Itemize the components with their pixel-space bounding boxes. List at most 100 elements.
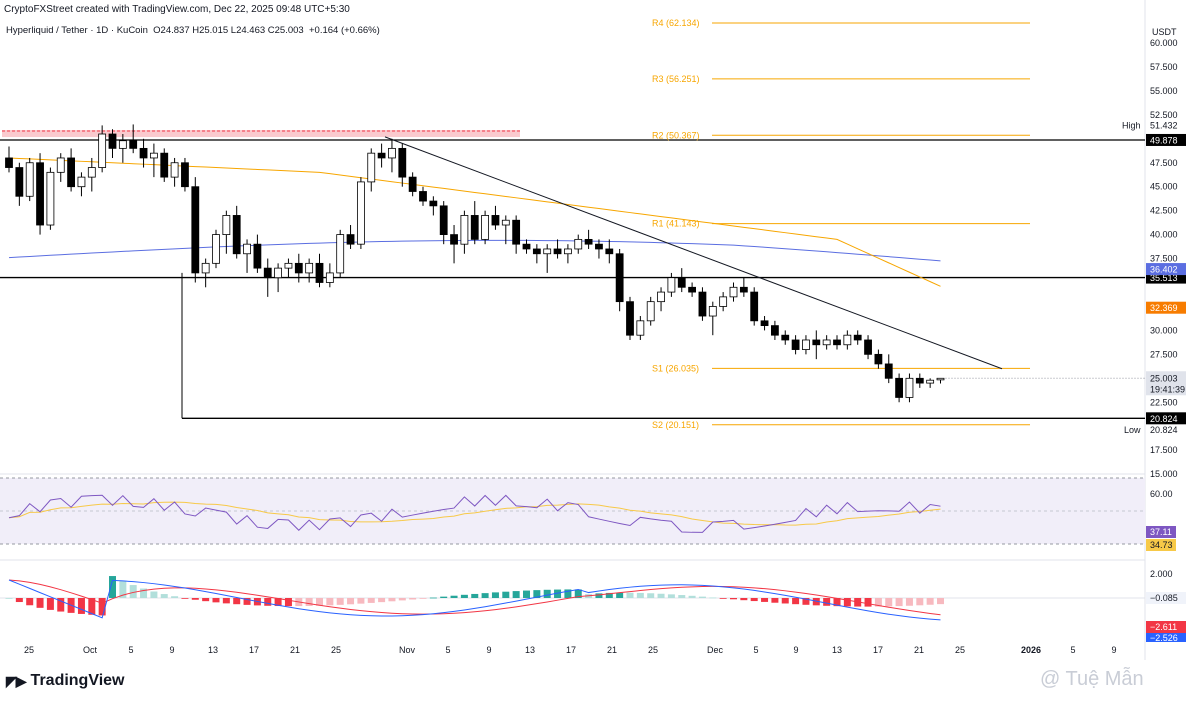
candle-body (15, 167, 24, 197)
candle-body (56, 157, 65, 173)
macd-histogram-bar (647, 593, 655, 598)
macd-histogram-bar (5, 598, 13, 599)
macd-value: −2.526 (1150, 633, 1178, 643)
candle-body (181, 162, 189, 188)
price-tag-bg (1146, 412, 1186, 425)
pivot-level-label: R2 (50.367) (652, 130, 700, 140)
macd-histogram-bar (202, 598, 210, 602)
low-label: 20.824 (1150, 425, 1178, 435)
rsi-ma-line (8, 501, 941, 526)
candle-body (646, 301, 655, 322)
candle-body (595, 243, 603, 250)
macd-histogram-bar (57, 598, 65, 612)
candle-body (160, 152, 169, 178)
candle-body (791, 339, 800, 350)
macd-histogram-bar (15, 598, 23, 603)
y-tick-label: 42.500 (1150, 206, 1178, 216)
symbol-legend[interactable]: Hyperliquid / Tether · 1D · KuCoin O24.8… (6, 25, 380, 36)
y-tick-label: 27.500 (1150, 349, 1178, 359)
macd-histogram-bar (740, 598, 748, 601)
macd-histogram-bar (864, 598, 872, 607)
macd-histogram-bar (388, 598, 396, 602)
macd-histogram-bar (491, 592, 499, 598)
macd-hist-tag-bg (1146, 592, 1186, 604)
macd-histogram-bar (719, 598, 727, 599)
macd-signal-tag-bg (1146, 621, 1186, 633)
pivot-level-label: S2 (20.151) (652, 420, 699, 430)
currency-label[interactable]: USDT (1152, 27, 1177, 37)
candle-body (481, 215, 490, 240)
macd-histogram-bar (905, 598, 913, 606)
price-change: +0.164 (+0.66%) (308, 25, 380, 36)
macd-histogram-bar (191, 598, 199, 600)
y-tick-label: 52.500 (1150, 110, 1178, 120)
macd-histogram-bar (605, 592, 613, 598)
tradingview-logo[interactable]: ◤▶ TradingView (6, 672, 125, 690)
y-tick-label: 37.500 (1150, 254, 1178, 264)
macd-histogram-bar (357, 598, 365, 604)
macd-histogram-bar (398, 598, 406, 601)
macd-histogram-bar (150, 591, 158, 598)
symbol-title[interactable]: Hyperliquid / Tether · 1D · KuCoin (6, 25, 148, 36)
macd-histogram-bar (336, 598, 344, 605)
candle-body (25, 162, 34, 197)
sma-slow-tag-bg (1146, 263, 1186, 276)
candle-body (853, 334, 862, 341)
candle-body (377, 152, 386, 159)
macd-histogram-bar (833, 598, 841, 607)
macd-signal-line (8, 579, 941, 616)
macd-histogram-bar (564, 589, 572, 598)
macd-histogram-bar (36, 598, 44, 608)
macd-histogram-bar (160, 594, 168, 598)
candle-body (574, 238, 583, 250)
x-tick-label: 5 (445, 645, 450, 655)
candle-body (439, 205, 448, 236)
macd-histogram-bar (305, 598, 313, 606)
candle-body (470, 215, 479, 240)
macd-tick: 2.000 (1150, 569, 1173, 579)
macd-histogram-bar (730, 598, 737, 600)
rsi-ma-tag-bg (1146, 539, 1176, 551)
candle-body (77, 176, 86, 188)
macd-histogram-bar (481, 593, 489, 598)
macd-histogram-bar (843, 598, 851, 607)
candle-body (419, 191, 427, 202)
candle-body (336, 234, 345, 274)
macd-histogram-bar (460, 594, 468, 598)
rsi-value: 37.11 (1150, 527, 1172, 537)
macd-histogram-bar (698, 596, 706, 598)
x-tick-label: 17 (249, 645, 259, 655)
macd-histogram-bar (616, 592, 624, 598)
candle-body (698, 291, 707, 317)
ohlc-values: O24.837 H25.015 L24.463 C25.003 (153, 25, 304, 36)
candle-body (543, 248, 552, 255)
x-tick-label: 2026 (1021, 645, 1041, 655)
candle-body (905, 377, 914, 398)
countdown-label: 19:41:39 (1150, 384, 1185, 394)
macd-histogram-bar (46, 598, 54, 610)
candle-body (729, 286, 738, 298)
rsi-line (8, 494, 941, 533)
sma-fast-tag-bg (1146, 301, 1186, 314)
candle-body (46, 171, 55, 226)
candle-body (346, 234, 355, 245)
pivot-level-label: R4 (62.134) (652, 18, 700, 28)
macd-line (8, 579, 941, 621)
macd-signal-value: −2.611 (1150, 622, 1177, 632)
x-tick-label: 25 (955, 645, 965, 655)
candle-body (564, 248, 572, 255)
macd-hist-value: −0.085 (1150, 593, 1178, 603)
candle-body (812, 339, 821, 346)
macd-histogram-bar (181, 598, 189, 599)
macd-histogram-bar (409, 598, 417, 600)
y-tick-label: 57.500 (1150, 62, 1178, 72)
candle-body (626, 301, 634, 336)
macd-histogram-bar (26, 598, 34, 606)
candle-body (398, 147, 407, 178)
candle-body (760, 320, 769, 327)
x-tick-label: 13 (208, 645, 218, 655)
author-watermark: @ Tuệ Mẫn (1040, 668, 1144, 690)
x-tick-label: 9 (1111, 645, 1116, 655)
candle-body (356, 181, 365, 245)
